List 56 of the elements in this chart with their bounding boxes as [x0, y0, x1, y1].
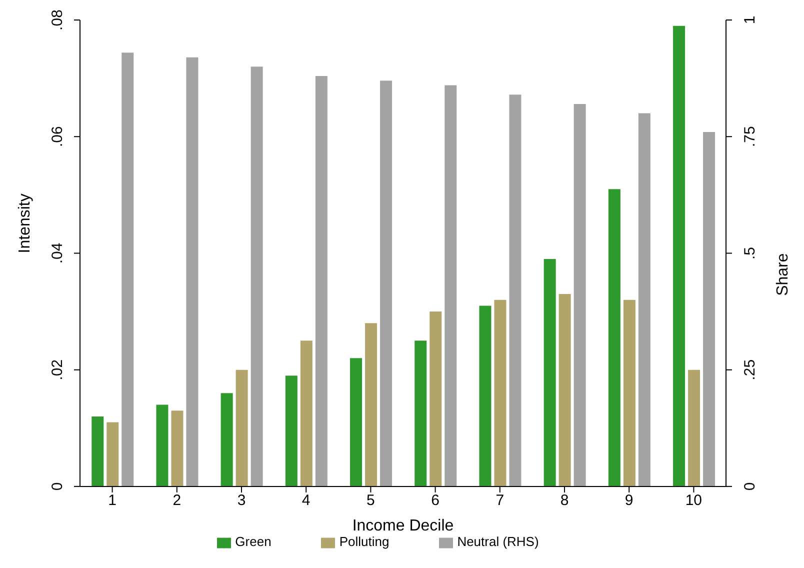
- bar: [430, 312, 442, 486]
- y-tick-label: .06: [49, 126, 66, 148]
- y2-tick-label: 0: [741, 482, 758, 491]
- legend-label: Green: [235, 534, 272, 550]
- bar: [156, 404, 168, 486]
- x-tick-label: 7: [496, 492, 504, 510]
- bar: [300, 340, 312, 486]
- x-tick-label: 3: [237, 492, 246, 510]
- bar: [285, 376, 298, 486]
- y-axis-title: Intensity: [16, 194, 34, 254]
- y2-tick-label: .5: [741, 246, 758, 260]
- y-tick-label: .08: [49, 10, 66, 30]
- y2-tick-label: .25: [741, 359, 758, 380]
- legend-label: Polluting: [339, 534, 390, 550]
- bar: [171, 410, 184, 486]
- bar: [673, 26, 686, 486]
- x-tick-label: 10: [685, 492, 702, 510]
- x-axis-title: Income Decile: [352, 517, 454, 534]
- bar: [186, 57, 198, 486]
- bar: [703, 132, 716, 486]
- bar: [92, 416, 104, 486]
- bar: [479, 306, 492, 486]
- y2-tick-label: .75: [741, 126, 758, 148]
- bar: [623, 300, 636, 486]
- bar: [380, 80, 392, 486]
- x-tick-label: 2: [172, 492, 182, 510]
- bar: [608, 189, 620, 486]
- bar: [250, 66, 263, 486]
- y-tick-label: 0: [49, 482, 66, 491]
- bar: [444, 85, 457, 486]
- x-tick-label: 8: [560, 492, 569, 510]
- bar: [365, 323, 378, 486]
- bar: [558, 294, 571, 486]
- bar: [350, 358, 362, 486]
- bar: [122, 52, 134, 486]
- bar: [574, 104, 586, 486]
- legend-label: Neutral (RHS): [457, 534, 539, 550]
- y2-tick-label: 1: [741, 16, 758, 24]
- bar: [414, 340, 427, 486]
- bar: [688, 370, 700, 486]
- y-tick-label: .04: [49, 242, 66, 264]
- bar: [509, 94, 522, 486]
- bar: [220, 393, 233, 486]
- x-tick-label: 4: [302, 492, 310, 510]
- bar: [106, 422, 119, 486]
- y-tick-label: .02: [49, 359, 66, 380]
- x-tick-label: 6: [431, 492, 440, 510]
- y2-axis-title: Share: [774, 253, 792, 296]
- x-tick-label: 9: [624, 492, 634, 510]
- bar: [544, 259, 556, 486]
- bar: [315, 76, 328, 486]
- bar: [638, 113, 650, 486]
- x-tick-label: 5: [366, 492, 375, 510]
- bar: [236, 370, 248, 486]
- bar: [494, 300, 506, 486]
- x-tick-label: 1: [108, 492, 116, 510]
